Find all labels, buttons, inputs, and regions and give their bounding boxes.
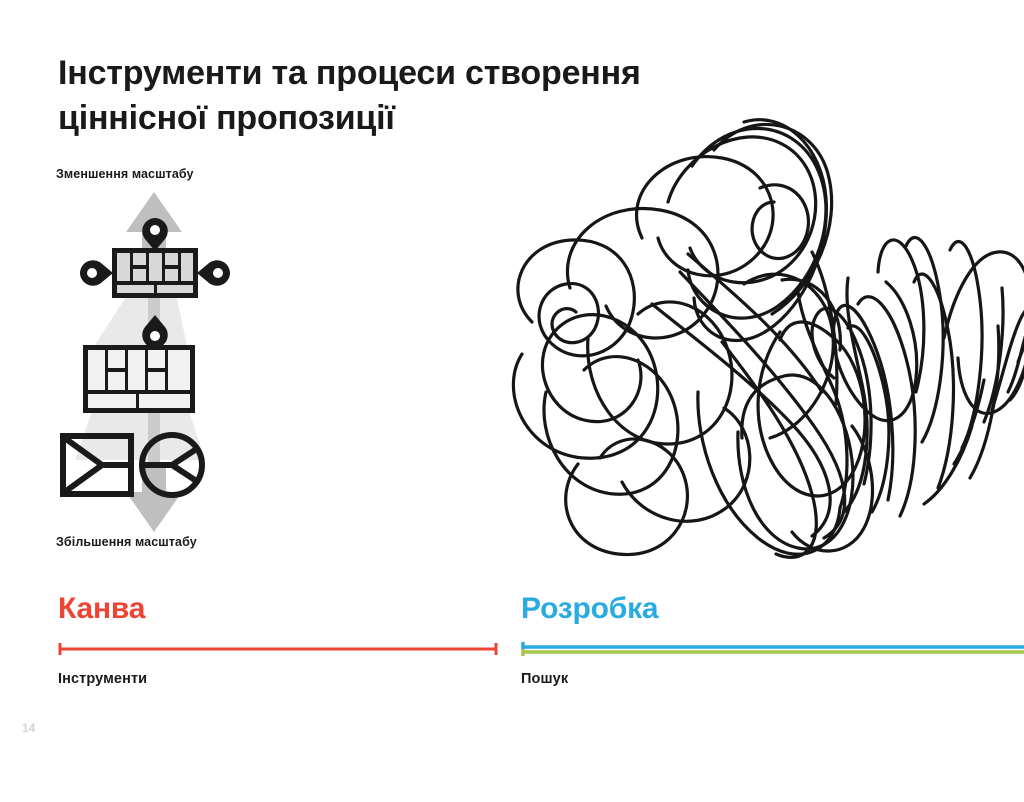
phase-column-canvas: Канва Інструменти <box>58 592 498 687</box>
zoom-scale-diagram: Зменшення масштабу Збільшення масштабу <box>40 160 270 560</box>
design-squiggle-graphic <box>511 118 1024 559</box>
map-pin-marker-right <box>197 260 230 286</box>
phase-subtitle-canvas: Інструменти <box>58 671 148 687</box>
phase-rule-design <box>521 641 1024 657</box>
phase-heading-canvas: Канва <box>58 592 146 625</box>
phase-subtitle-design: Пошук <box>521 671 569 687</box>
business-model-canvas-small <box>112 248 198 298</box>
funnel-lower <box>75 408 205 460</box>
zoom-in-arrow-icon <box>126 466 182 532</box>
value-map-square <box>60 433 134 497</box>
map-pin-marker-up <box>142 218 168 251</box>
zoom-out-label: Зменшення масштабу <box>56 167 194 181</box>
map-pin-marker-down <box>142 315 168 348</box>
zoom-in-label: Збільшення масштабу <box>56 535 197 549</box>
page-title: Інструменти та процеси створення ціннісн… <box>58 53 641 137</box>
map-pin-marker-left <box>80 260 113 286</box>
business-model-canvas-large <box>83 345 195 413</box>
page-number: 14 <box>22 721 36 735</box>
design-squiggle-illustration <box>492 92 1024 572</box>
zoom-diagram-graphic <box>60 192 230 532</box>
customer-profile-circle <box>139 432 205 498</box>
phase-heading-design: Розробка <box>521 592 659 625</box>
phase-rule-canvas <box>58 641 498 657</box>
phase-column-design: Розробка Пошук <box>521 592 1024 687</box>
